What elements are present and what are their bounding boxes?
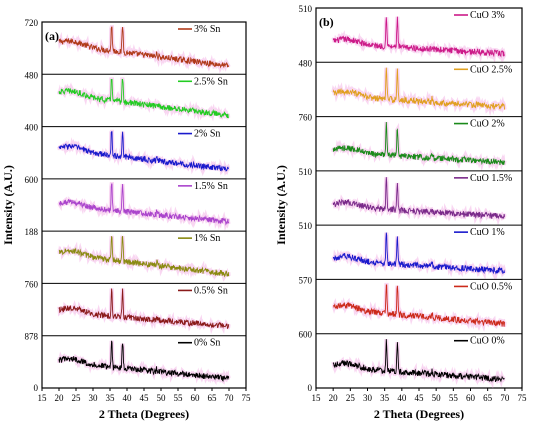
x-tick-label: 50	[157, 393, 167, 403]
legend-label: CuO 0%	[470, 336, 505, 347]
x-tick-label: 60	[191, 393, 201, 403]
x-tick-label: 75	[518, 393, 528, 403]
x-tick-label: 20	[329, 393, 339, 403]
x-tick-label: 30	[89, 393, 99, 403]
y-tick-label: 760	[299, 113, 313, 123]
x-tick-label: 50	[432, 393, 442, 403]
y-tick-label: 188	[25, 227, 39, 237]
panel-b: 510 CuO 3% 480 CuO 2.5% 760 CuO 2% 510 CuO 1.5%…	[274, 4, 527, 421]
series-line	[58, 183, 230, 226]
x-tick-label: 45	[140, 393, 150, 403]
series-line	[58, 78, 229, 119]
legend-label: 2.5% Sn	[194, 76, 228, 87]
series-line	[332, 67, 506, 111]
x-tick-label: 70	[500, 393, 510, 403]
legend-label: CuO 1%	[470, 227, 505, 238]
y-tick-label: 720	[25, 18, 39, 28]
legend-label: CuO 3%	[470, 10, 505, 21]
y-tick-label: 0	[308, 383, 313, 393]
y-tick-label: 510	[299, 4, 313, 14]
y-tick-label: 0	[34, 383, 39, 393]
y-tick-label: 760	[25, 279, 39, 289]
series-line	[58, 288, 230, 329]
panel-label: (b)	[319, 15, 334, 29]
x-tick-label: 65	[208, 393, 218, 403]
x-tick-label: 35	[106, 393, 116, 403]
x-axis-title: 2 Theta (Degrees)	[374, 407, 464, 421]
x-tick-label: 65	[483, 393, 493, 403]
series-line	[58, 131, 230, 172]
x-tick-label: 20	[55, 393, 65, 403]
series-line	[333, 284, 506, 327]
x-tick-label: 15	[38, 393, 48, 403]
y-tick-label: 570	[299, 275, 313, 285]
series-line	[332, 177, 506, 220]
legend-label: CuO 0.5%	[470, 281, 512, 292]
legend-label: 0% Sn	[194, 338, 220, 349]
legend-label: CuO 1.5%	[470, 173, 512, 184]
series-line	[332, 232, 506, 275]
x-axis-title: 2 Theta (Degrees)	[99, 407, 189, 421]
x-tick-label: 40	[123, 393, 133, 403]
x-tick-label: 35	[380, 393, 390, 403]
legend-label: CuO 2%	[470, 119, 505, 130]
panel-label: (a)	[45, 29, 59, 43]
y-tick-label: 480	[25, 70, 39, 80]
series-line	[332, 121, 506, 166]
x-tick-label: 75	[242, 393, 252, 403]
series-line	[332, 339, 505, 383]
legend-label: CuO 2.5%	[470, 64, 512, 75]
x-tick-label: 60	[466, 393, 476, 403]
x-tick-label: 40	[397, 393, 407, 403]
series-line	[58, 340, 230, 382]
y-tick-label: 600	[25, 175, 39, 185]
x-tick-label: 15	[312, 393, 322, 403]
y-tick-label: 510	[299, 221, 313, 231]
legend-label: 1% Sn	[194, 233, 220, 244]
y-tick-label: 480	[299, 58, 313, 68]
series-line	[58, 236, 230, 278]
x-tick-label: 55	[449, 393, 459, 403]
legend-label: 1.5% Sn	[194, 181, 228, 192]
legend-label: 0.5% Sn	[194, 285, 228, 296]
x-tick-label: 25	[346, 393, 356, 403]
series-line	[332, 16, 505, 58]
y-tick-label: 878	[25, 332, 39, 342]
y-tick-label: 510	[299, 167, 313, 177]
x-tick-label: 30	[363, 393, 373, 403]
x-tick-label: 70	[225, 393, 235, 403]
x-tick-label: 55	[174, 393, 184, 403]
legend-label: 2% Sn	[194, 129, 220, 140]
y-axis-title: Intensity (A.U.)	[274, 165, 288, 245]
y-tick-label: 400	[25, 123, 39, 133]
x-tick-label: 25	[72, 393, 82, 403]
y-tick-label: 600	[299, 330, 313, 340]
y-axis-title: Intensity (A.U.)	[1, 165, 15, 245]
x-tick-label: 45	[415, 393, 425, 403]
series-line	[58, 26, 230, 69]
legend-label: 3% Sn	[194, 24, 220, 35]
